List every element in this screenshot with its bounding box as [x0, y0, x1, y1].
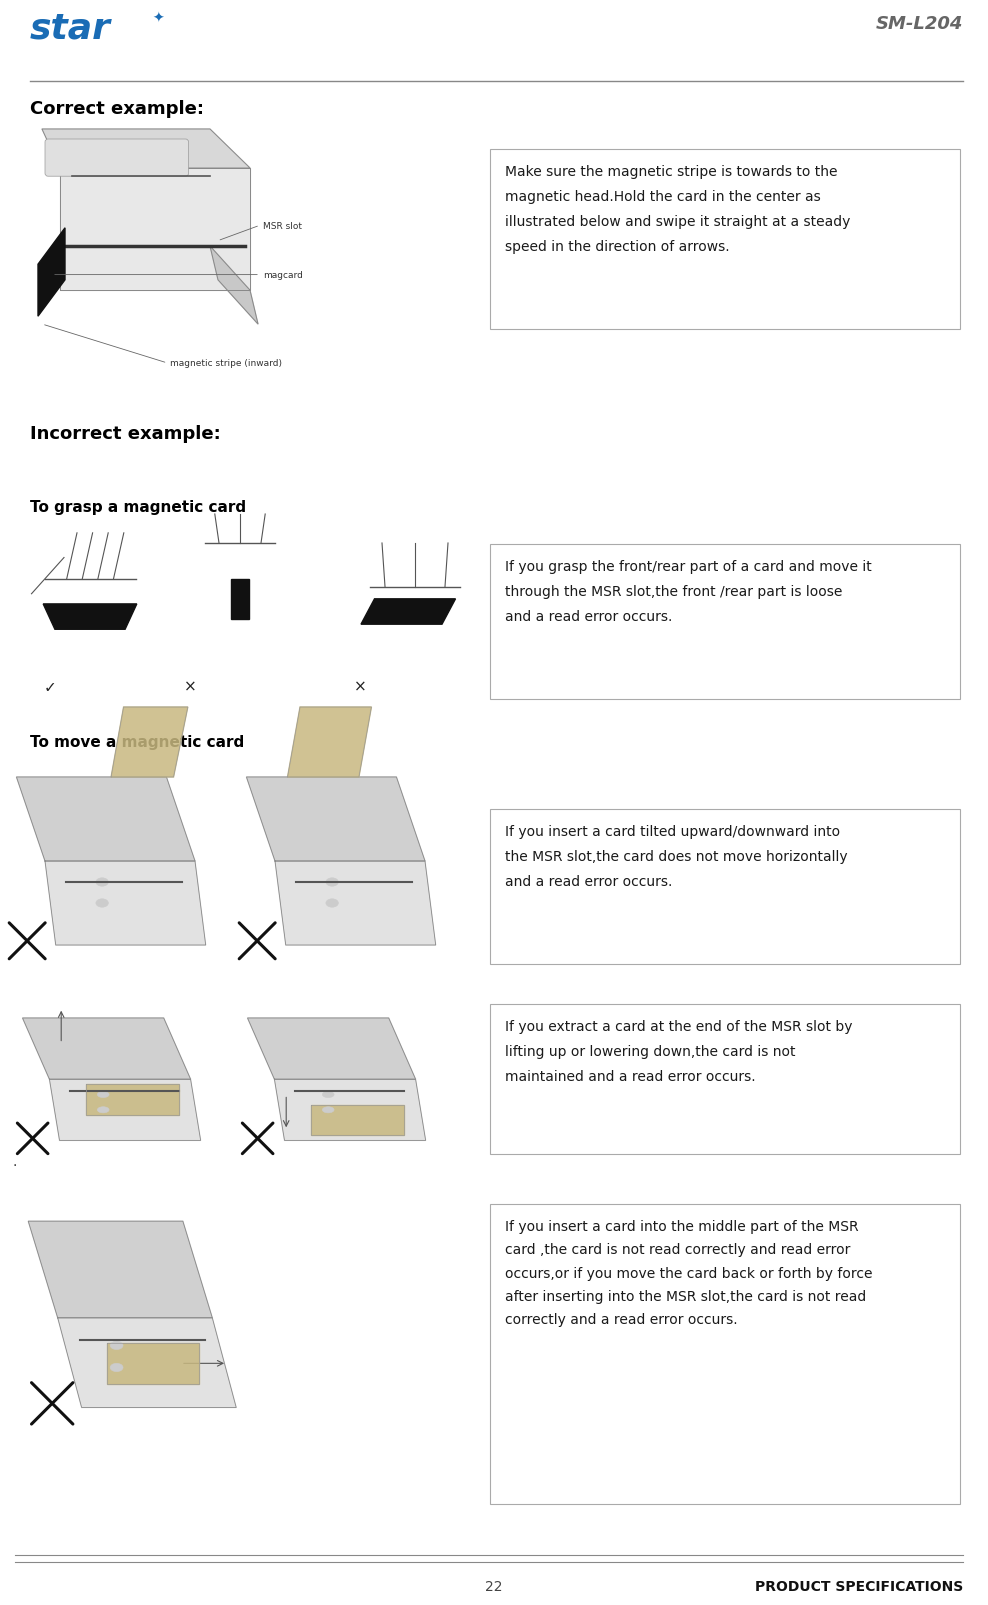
Polygon shape: [210, 247, 258, 324]
Ellipse shape: [96, 878, 109, 886]
Text: If you insert a card tilted upward/downward into
the MSR slot,the card does not : If you insert a card tilted upward/downw…: [505, 825, 848, 889]
Text: If you extract a card at the end of the MSR slot by
lifting up or lowering down,: If you extract a card at the end of the …: [505, 1019, 853, 1083]
Text: To move a magnetic card: To move a magnetic card: [30, 735, 244, 750]
Text: If you grasp the front/rear part of a card and move it
through the MSR slot,the : If you grasp the front/rear part of a ca…: [505, 560, 871, 624]
Polygon shape: [311, 1104, 404, 1136]
FancyBboxPatch shape: [490, 149, 960, 329]
Polygon shape: [43, 605, 136, 629]
Polygon shape: [246, 777, 425, 862]
Polygon shape: [38, 228, 65, 318]
FancyBboxPatch shape: [490, 1204, 960, 1504]
Polygon shape: [108, 1343, 200, 1384]
Polygon shape: [17, 777, 195, 862]
Text: ✓: ✓: [43, 679, 56, 695]
Polygon shape: [288, 708, 371, 777]
Ellipse shape: [96, 899, 109, 908]
Polygon shape: [42, 130, 250, 169]
Polygon shape: [361, 599, 455, 624]
Text: ×: ×: [184, 679, 197, 695]
Polygon shape: [86, 1085, 179, 1115]
Ellipse shape: [110, 1342, 124, 1350]
Text: ×: ×: [354, 679, 367, 695]
Text: Incorrect example:: Incorrect example:: [30, 425, 220, 443]
FancyBboxPatch shape: [490, 544, 960, 700]
Text: magcard: magcard: [263, 271, 303, 279]
Ellipse shape: [326, 899, 339, 908]
FancyBboxPatch shape: [490, 1005, 960, 1154]
Polygon shape: [23, 1018, 191, 1080]
Text: SM-L204: SM-L204: [875, 14, 963, 34]
Polygon shape: [275, 1080, 426, 1141]
Polygon shape: [49, 1080, 201, 1141]
Polygon shape: [29, 1221, 212, 1318]
Text: .: .: [12, 1154, 17, 1168]
FancyBboxPatch shape: [45, 140, 189, 177]
FancyBboxPatch shape: [490, 809, 960, 965]
Text: If you insert a card into the middle part of the MSR
card ,the card is not read : If you insert a card into the middle par…: [505, 1220, 872, 1327]
Ellipse shape: [98, 1091, 109, 1098]
Text: Correct example:: Correct example:: [30, 100, 204, 117]
Polygon shape: [60, 169, 250, 291]
Polygon shape: [111, 708, 188, 777]
Ellipse shape: [326, 878, 339, 886]
Polygon shape: [248, 1018, 416, 1080]
Text: ✦: ✦: [152, 11, 164, 26]
Polygon shape: [275, 862, 436, 945]
Text: MSR slot: MSR slot: [263, 221, 302, 231]
Ellipse shape: [98, 1107, 109, 1114]
Text: PRODUCT SPECIFICATIONS: PRODUCT SPECIFICATIONS: [755, 1579, 963, 1594]
Text: To grasp a magnetic card: To grasp a magnetic card: [30, 499, 246, 515]
Polygon shape: [57, 1318, 236, 1408]
Ellipse shape: [110, 1364, 124, 1372]
Text: Make sure the magnetic stripe is towards to the
magnetic head.Hold the card in t: Make sure the magnetic stripe is towards…: [505, 165, 851, 254]
Polygon shape: [230, 579, 249, 620]
Polygon shape: [45, 862, 206, 945]
Ellipse shape: [322, 1091, 334, 1098]
Text: star: star: [30, 11, 111, 47]
Text: magnetic stripe (inward): magnetic stripe (inward): [170, 360, 282, 368]
Ellipse shape: [322, 1107, 334, 1114]
Text: 22: 22: [485, 1579, 503, 1594]
